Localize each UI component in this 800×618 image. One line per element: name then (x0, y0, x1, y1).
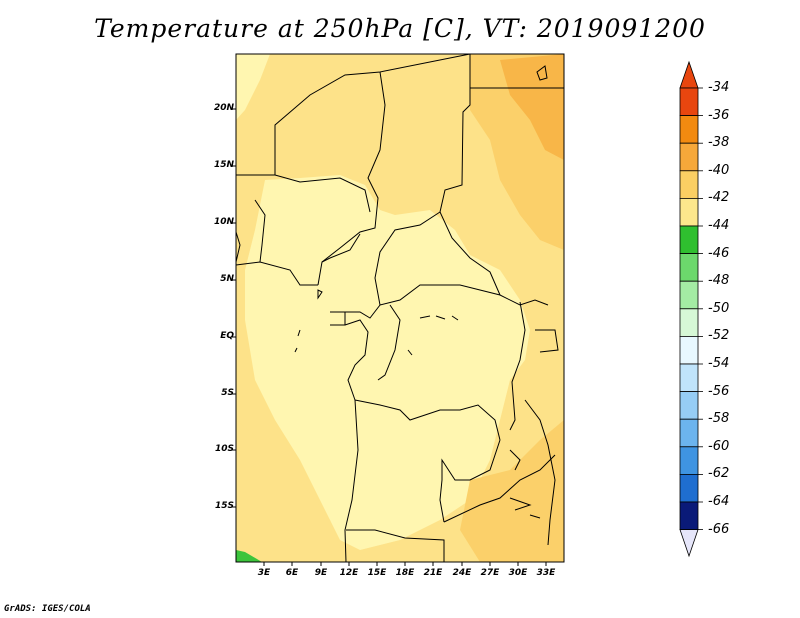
colorbar-label: -48 (708, 273, 730, 289)
colorbar-label: -34 (708, 80, 730, 95)
colorbar-label: -42 (708, 190, 730, 206)
lat-label: 15N (213, 160, 234, 170)
lon-label: 9E (314, 568, 328, 578)
lon-label: 27E (480, 568, 500, 578)
colorbar-swatch (679, 142, 699, 172)
lon-label: 21E (423, 568, 443, 578)
map-panel (235, 53, 565, 563)
colorbar (679, 60, 703, 558)
axis-ticks (232, 108, 547, 566)
country-borders (235, 53, 564, 563)
colorbar-label: -50 (708, 300, 730, 316)
colorbar-swatch (679, 473, 699, 503)
lon-label: 6E (285, 568, 299, 578)
colorbar-swatch (679, 253, 699, 282)
colorbar-label: -60 (708, 438, 730, 454)
colorbar-swatch (679, 225, 699, 255)
lon-label: 33E (536, 568, 556, 578)
colorbar-label: -46 (708, 245, 730, 261)
colorbar-swatch (679, 335, 699, 365)
colorbar-label: -44 (708, 218, 730, 233)
temp-region-cold-patch (236, 550, 262, 562)
chart-title: Temperature at 250hPa [C], VT: 201909120… (94, 14, 706, 43)
colorbar-swatch (679, 197, 699, 227)
colorbar-swatch (679, 446, 699, 475)
lon-label: 18E (395, 568, 415, 578)
colorbar-swatch (679, 418, 699, 448)
lon-label: 12E (339, 568, 359, 578)
lon-label: 15E (367, 568, 387, 578)
lat-label: 5N (220, 274, 234, 284)
colorbar-label: -52 (708, 328, 730, 344)
lon-label: 30E (508, 568, 528, 578)
temp-region-cool (245, 175, 530, 550)
colorbar-top-arrow (679, 60, 699, 89)
colorbar-label: -40 (708, 162, 730, 178)
colorbar-swatch (679, 115, 699, 144)
colorbar-swatch (679, 308, 699, 337)
lat-label: 15S (214, 501, 234, 511)
colorbar-bottom-arrow (679, 529, 699, 558)
lat-label: EQ (220, 331, 234, 341)
colorbar-swatch (679, 363, 699, 393)
colorbar-swatch (679, 391, 699, 420)
colorbar-swatch (679, 87, 699, 117)
map-frame (235, 53, 565, 563)
lat-label: 20N (213, 103, 234, 113)
colorbar-swatch (679, 501, 699, 531)
colorbar-label: -56 (708, 383, 730, 399)
lon-label: 3E (257, 568, 271, 578)
colorbar-swatch (679, 280, 699, 310)
lat-label: 10S (214, 444, 234, 454)
colorbar-label: -36 (708, 107, 730, 123)
lat-label: 10N (213, 217, 234, 227)
colorbar-label: -54 (708, 356, 730, 371)
temp-region-southwest (236, 420, 345, 562)
colorbar-label: -66 (708, 521, 730, 537)
temp-region-southeast (460, 420, 564, 562)
colorbar-swatch (679, 170, 699, 199)
colorbar-label: -62 (708, 466, 730, 482)
credit-text: GrADS: IGES/COLA (4, 604, 91, 614)
colorbar-label: -38 (708, 135, 730, 151)
temp-region-northwest (236, 54, 270, 120)
lat-label: 5S (221, 388, 234, 398)
lon-label: 24E (452, 568, 472, 578)
temp-region-warmest (500, 54, 564, 160)
colorbar-label: -58 (708, 411, 730, 427)
colorbar-label: -64 (708, 494, 730, 509)
